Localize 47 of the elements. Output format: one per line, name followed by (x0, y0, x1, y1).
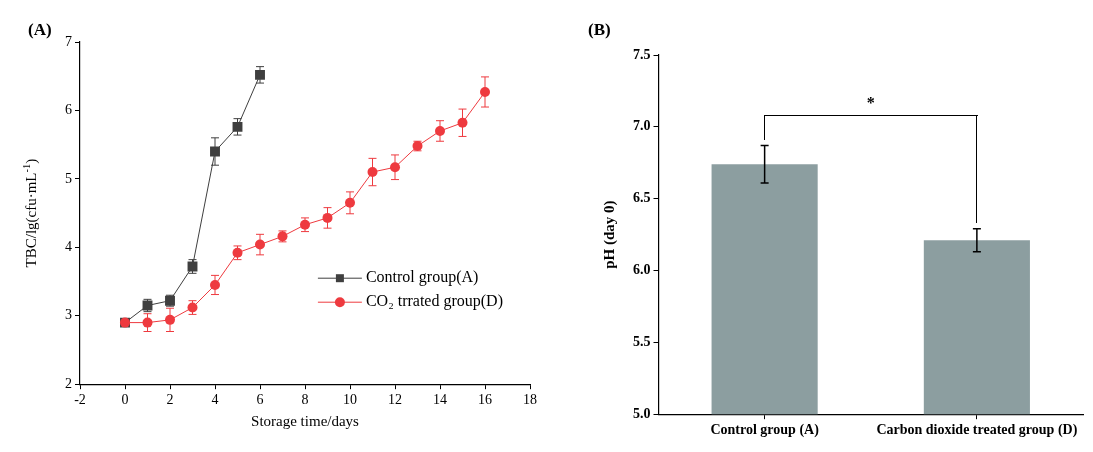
point (255, 69, 265, 80)
point (367, 167, 378, 178)
point (322, 212, 333, 223)
y-tick-label: 5 (65, 170, 72, 186)
y-tick-label: 7 (65, 33, 72, 49)
x-tick-label: 6 (256, 392, 264, 408)
point (457, 117, 468, 128)
point (210, 279, 220, 290)
x-tick-label: 10 (343, 392, 357, 408)
point (255, 239, 265, 250)
y-tick-label: 6.5 (633, 190, 651, 206)
y-tick-label: 7.5 (633, 46, 651, 62)
x-tick-label: -2 (74, 392, 86, 408)
y-tick-label: 4 (65, 238, 72, 254)
x-tick-label: 8 (301, 392, 309, 408)
point (345, 197, 355, 208)
x-tick-label: 14 (433, 392, 447, 408)
y-tick-label: 6.0 (633, 262, 651, 278)
chart-title: (A) (28, 19, 52, 39)
y-tick-label: 6 (65, 102, 72, 118)
point (142, 317, 153, 328)
point (232, 121, 243, 132)
annotation: * (866, 93, 875, 111)
y-tick-label: 5.0 (633, 405, 651, 421)
point (435, 125, 445, 136)
x-tick-label: Carbon dioxide treated group (D) (876, 422, 1078, 439)
y-tick-label: 3 (65, 307, 72, 323)
point (210, 146, 220, 157)
y-axis-title: pH (day 0) (601, 200, 619, 269)
x-axis-title: Storage time/days (251, 413, 360, 430)
x-tick-label: Control group (A) (710, 422, 820, 439)
legend-label: CO₂ trrated group(D) (365, 292, 503, 311)
y-axis-title: TBC/lg(cfu·mL-1) (20, 158, 40, 268)
y-tick-label: 5.5 (633, 333, 651, 349)
x-tick-label: 0 (121, 392, 129, 408)
y-tick-label: 2 (65, 375, 72, 391)
x-tick-label: 2 (166, 392, 174, 408)
point (480, 86, 490, 97)
y-tick-label: 7.0 (633, 118, 651, 134)
x-tick-label: 16 (478, 392, 492, 408)
point (390, 162, 400, 173)
point (165, 314, 175, 325)
chart-title: (B) (588, 19, 611, 39)
x-tick-label: 4 (211, 392, 219, 408)
legend-label: Control group(A) (365, 268, 479, 287)
x-tick-label: 12 (388, 392, 402, 408)
x-tick-label: 18 (523, 392, 537, 408)
